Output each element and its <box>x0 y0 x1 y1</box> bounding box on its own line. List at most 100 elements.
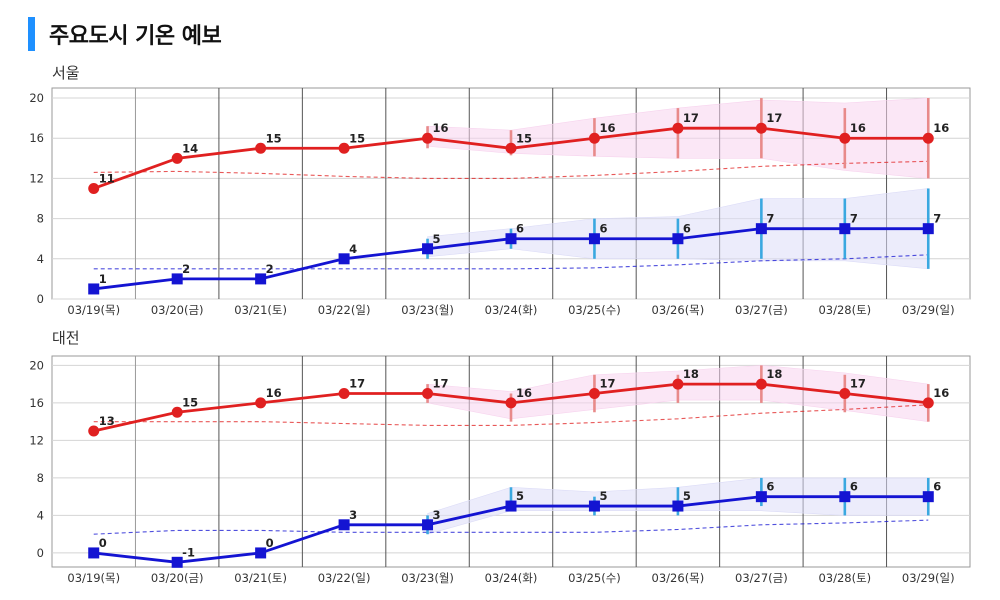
daejeon-high-data-label-3: 17 <box>349 377 365 391</box>
daejeon-low-point-7 <box>672 500 684 512</box>
seoul-high-point-4 <box>422 132 434 144</box>
daejeon-xtick-2: 03/21(토) <box>234 571 287 585</box>
seoul-high-point-10 <box>922 132 934 144</box>
daejeon-high-data-label-1: 15 <box>182 395 198 409</box>
daejeon-low-data-label-1: -1 <box>182 545 195 559</box>
seoul-xtick-9: 03/28(토) <box>818 303 871 317</box>
title-accent-bar <box>28 17 35 51</box>
seoul-low-data-label-0: 1 <box>99 272 107 286</box>
daejeon-high-data-label-0: 13 <box>99 414 115 428</box>
page-header: 주요도시 기온 예보 <box>28 14 222 54</box>
daejeon-xtick-7: 03/26(목) <box>652 571 705 585</box>
daejeon-low-data-label-5: 5 <box>516 489 524 503</box>
seoul-xtick-6: 03/25(수) <box>568 303 621 317</box>
daejeon-high-point-3 <box>338 388 350 400</box>
daejeon-ytick-0: 0 <box>37 546 44 560</box>
seoul-low-point-7 <box>672 233 684 245</box>
seoul-low-data-label-7: 6 <box>683 222 691 236</box>
daejeon-high-data-label-7: 18 <box>683 367 699 381</box>
daejeon-high-data-label-2: 16 <box>266 386 282 400</box>
daejeon-low-point-6 <box>588 500 600 512</box>
daejeon-high-data-label-8: 18 <box>766 367 782 381</box>
daejeon-low-data-label-3: 3 <box>349 508 357 522</box>
seoul-xtick-4: 03/23(월) <box>401 303 454 317</box>
seoul-xtick-8: 03/27(금) <box>735 303 788 317</box>
seoul-low-data-label-3: 4 <box>349 242 357 256</box>
chart-title-daejeon: 대전 <box>52 329 80 347</box>
seoul-high-data-label-9: 16 <box>850 121 866 135</box>
daejeon-low-point-4 <box>422 519 434 531</box>
daejeon-ytick-8: 8 <box>37 471 44 485</box>
daejeon-high-point-9 <box>839 388 851 400</box>
seoul-low-point-0 <box>88 283 100 295</box>
daejeon-high-point-7 <box>672 378 684 390</box>
seoul-low-data-label-2: 2 <box>266 262 274 276</box>
daejeon-low-data-label-4: 3 <box>433 508 441 522</box>
seoul-high-data-label-4: 16 <box>433 121 449 135</box>
seoul-low-point-2 <box>255 273 267 285</box>
daejeon-high-point-5 <box>505 397 517 409</box>
seoul-high-point-9 <box>839 132 851 144</box>
daejeon-high-point-10 <box>922 397 934 409</box>
daejeon-ytick-16: 16 <box>29 396 44 410</box>
daejeon-xtick-6: 03/25(수) <box>568 571 621 585</box>
seoul-high-data-label-8: 17 <box>766 111 782 125</box>
daejeon-low-point-0 <box>88 547 100 559</box>
daejeon-high-data-label-5: 16 <box>516 386 532 400</box>
daejeon-low-data-label-2: 0 <box>266 536 274 550</box>
seoul-high-data-label-10: 16 <box>933 121 949 135</box>
seoul-ytick-16: 16 <box>29 131 44 145</box>
seoul-ytick-12: 12 <box>29 171 44 185</box>
chart-title-seoul: 서울 <box>52 64 80 82</box>
daejeon-high-point-2 <box>255 397 267 409</box>
seoul-low-point-3 <box>338 253 350 265</box>
seoul-low-data-label-1: 2 <box>182 262 190 276</box>
seoul-low-data-label-9: 7 <box>850 212 858 226</box>
seoul-low-point-8 <box>755 223 767 235</box>
daejeon-low-data-label-0: 0 <box>99 536 107 550</box>
seoul-low-data-label-10: 7 <box>933 212 941 226</box>
daejeon-high-point-0 <box>88 425 100 437</box>
seoul-low-point-10 <box>922 223 934 235</box>
daejeon-xtick-3: 03/22(일) <box>318 571 371 585</box>
seoul-high-data-label-5: 15 <box>516 131 532 145</box>
seoul-low-point-9 <box>839 223 851 235</box>
daejeon-low-point-5 <box>505 500 517 512</box>
seoul-xtick-10: 03/29(일) <box>902 303 955 317</box>
seoul-low-data-label-6: 6 <box>599 222 607 236</box>
seoul-high-point-8 <box>755 122 767 134</box>
seoul-low-point-1 <box>171 273 183 285</box>
seoul-xtick-3: 03/22(일) <box>318 303 371 317</box>
daejeon-xtick-8: 03/27(금) <box>735 571 788 585</box>
daejeon-low-normal-line <box>93 519 929 535</box>
daejeon-low-point-1 <box>171 556 183 568</box>
daejeon-high-data-label-4: 17 <box>433 377 449 391</box>
seoul-high-data-label-2: 15 <box>266 131 282 145</box>
seoul-high-data-label-1: 14 <box>182 141 198 155</box>
seoul-xtick-1: 03/20(금) <box>151 303 204 317</box>
daejeon-ytick-20: 20 <box>29 358 44 372</box>
seoul-high-point-6 <box>588 132 600 144</box>
seoul-high-point-0 <box>88 182 100 194</box>
seoul-ytick-8: 8 <box>37 212 44 226</box>
seoul-high-point-1 <box>171 152 183 164</box>
daejeon-low-point-2 <box>255 547 267 559</box>
daejeon-high-point-4 <box>422 388 434 400</box>
seoul-low-data-label-8: 7 <box>766 212 774 226</box>
daejeon-xtick-1: 03/20(금) <box>151 571 204 585</box>
seoul-high-normal-line <box>93 160 929 179</box>
daejeon-high-point-8 <box>755 378 767 390</box>
daejeon-xtick-0: 03/19(목) <box>67 571 120 585</box>
daejeon-low-data-label-10: 6 <box>933 480 941 494</box>
chart-daejeon: 0 4 8 12 16 20 03/19(목) 03/20(금) 03/21(토) 03/22(일… <box>29 355 971 585</box>
seoul-high-point-5 <box>505 142 517 154</box>
daejeon-low-point-9 <box>839 491 851 503</box>
seoul-low-point-5 <box>505 233 517 245</box>
daejeon-xtick-10: 03/29(일) <box>902 571 955 585</box>
seoul-xtick-5: 03/24(화) <box>485 303 538 317</box>
seoul-low-data-label-5: 6 <box>516 222 524 236</box>
daejeon-low-point-10 <box>922 491 934 503</box>
daejeon-low-data-label-7: 5 <box>683 489 691 503</box>
daejeon-high-data-label-10: 16 <box>933 386 949 400</box>
seoul-low-point-4 <box>422 243 434 255</box>
